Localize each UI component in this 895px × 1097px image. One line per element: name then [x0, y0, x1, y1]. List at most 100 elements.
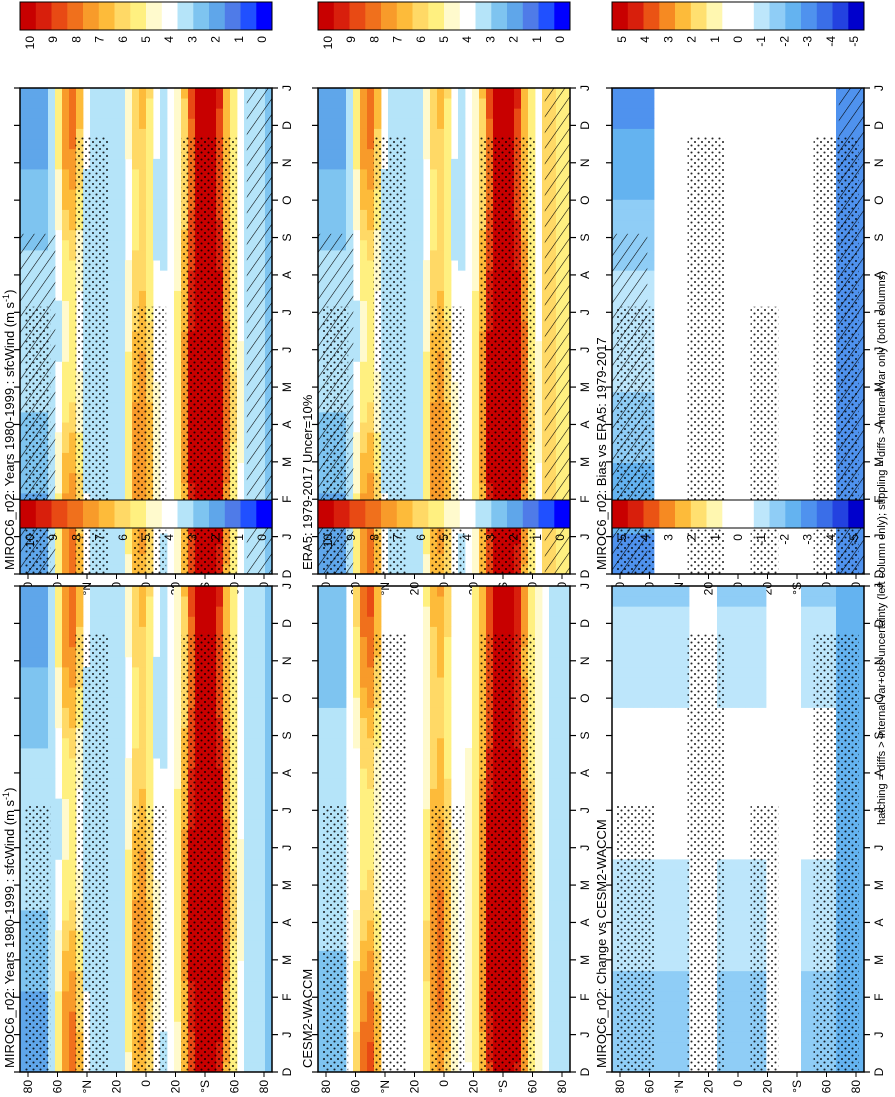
heatmap-cell: [367, 158, 375, 170]
heatmap-cell: [132, 169, 140, 180]
heatmap-cell: [34, 717, 42, 729]
heatmap-cell: [339, 98, 347, 109]
heatmap-cell: [332, 138, 340, 150]
heatmap-cell: [160, 148, 168, 160]
x-tick-label: O: [280, 693, 294, 702]
heatmap-cell: [20, 758, 28, 769]
heatmap-cell: [160, 98, 168, 109]
heatmap-cell: [409, 250, 417, 261]
heatmap-cell: [62, 391, 70, 403]
heatmap-cell: [118, 606, 126, 617]
heatmap-cell: [118, 148, 126, 160]
heatmap-cell: [132, 229, 140, 241]
heatmap-cell: [258, 798, 266, 810]
heatmap-cell: [125, 940, 133, 951]
heatmap-cell: [332, 118, 340, 129]
heatmap-cell: [265, 849, 273, 860]
colorbar-swatch: [177, 2, 194, 30]
heatmap-cell: [409, 472, 417, 484]
heatmap-cell: [55, 148, 63, 160]
heatmap-cell: [160, 586, 168, 597]
heatmap-cell: [118, 1021, 126, 1032]
heatmap-cell: [55, 991, 63, 1002]
x-tick-label: A: [578, 420, 592, 428]
heatmap-cell: [493, 118, 501, 129]
heatmap-cell: [111, 788, 119, 800]
heatmap-cell: [174, 351, 182, 362]
heatmap-cell: [265, 808, 273, 820]
colorbar-label: 3: [185, 36, 199, 43]
heatmap-cell: [69, 219, 77, 231]
heatmap-cell: [125, 839, 133, 850]
heatmap-cell: [111, 1031, 119, 1043]
heatmap-cell: [216, 586, 224, 597]
heatmap-cell: [62, 859, 70, 870]
heatmap-cell: [132, 219, 140, 231]
heatmap-cell: [444, 169, 452, 180]
heatmap-cell: [202, 596, 210, 607]
heatmap-cell: [118, 980, 126, 992]
heatmap-cell: [367, 493, 375, 504]
heatmap-cell: [146, 108, 154, 119]
heatmap-cell: [125, 1021, 133, 1032]
heatmap-cell: [174, 482, 182, 494]
heatmap-cell: [472, 229, 480, 241]
heatmap-cell: [118, 991, 126, 1002]
heatmap-cell: [244, 1001, 252, 1012]
heatmap-cell: [409, 422, 417, 433]
heatmap-cell: [69, 239, 77, 251]
heatmap-cell: [258, 1051, 266, 1063]
heatmap-cell: [111, 280, 119, 291]
heatmap-cell: [69, 980, 77, 992]
heatmap-cell: [118, 748, 126, 759]
heatmap-cell: [174, 606, 182, 617]
y-tick-label: 80: [21, 1080, 35, 1094]
heatmap-cell: [97, 128, 105, 140]
heatmap-cell: [402, 118, 410, 129]
panel-title: ERA5: 1979-2017 Uncer=10%: [300, 394, 315, 570]
heatmap-cell: [353, 300, 361, 312]
heatmap-cell: [118, 422, 126, 433]
title-end: ): [2, 290, 17, 294]
colorbar-swatch: [51, 500, 68, 528]
y-tick-label: 20: [408, 582, 422, 596]
heatmap-cell: [318, 1041, 326, 1053]
heatmap-cell: [48, 798, 56, 810]
heatmap-cell: [118, 462, 126, 474]
heatmap-cell: [146, 656, 154, 668]
heatmap-cell: [62, 300, 70, 312]
heatmap-cell: [48, 667, 56, 678]
heatmap-cell: [451, 199, 459, 210]
heatmap-cell: [55, 209, 63, 221]
heatmap-cell: [237, 869, 245, 881]
heatmap-cell: [125, 290, 133, 302]
heatmap-cell: [318, 179, 326, 190]
heatmap-cell: [535, 361, 543, 372]
heatmap-cell: [62, 98, 70, 109]
heatmap-cell: [174, 1061, 182, 1073]
heatmap-cell: [20, 808, 28, 820]
heatmap-cell: [472, 290, 480, 302]
heatmap-cell: [55, 320, 63, 332]
heatmap-cell: [318, 940, 326, 951]
heatmap-cell: [325, 179, 333, 190]
heatmap-cell: [346, 128, 354, 140]
panel-title: MIROC6_r02: Years 1980-1999 : sfcWind (m…: [1, 788, 17, 1068]
heatmap-cell: [111, 960, 119, 972]
heatmap-cell: [146, 717, 154, 729]
heatmap-cell: [55, 818, 63, 830]
stipple-region: [25, 804, 51, 1072]
heatmap-cell: [132, 158, 140, 170]
heatmap-cell: [437, 239, 445, 251]
heatmap-cell: [125, 869, 133, 881]
heatmap-cell: [325, 169, 333, 180]
heatmap-cell: [55, 543, 63, 555]
heatmap-cell: [251, 950, 259, 962]
heatmap-cell: [181, 596, 189, 607]
heatmap-cell: [318, 808, 326, 820]
heatmap-cell: [48, 839, 56, 850]
heatmap-cell: [258, 1001, 266, 1012]
heatmap-cell: [188, 98, 196, 109]
heatmap-cell: [472, 422, 480, 433]
